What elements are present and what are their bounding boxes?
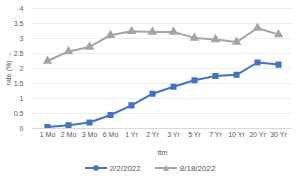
svg-text:5 Yr: 5 Yr (188, 131, 201, 138)
svg-text:1 Mo: 1 Mo (40, 131, 56, 138)
svg-text:3: 3 (20, 35, 24, 42)
svg-text:30 Yr: 30 Yr (270, 131, 287, 138)
svg-text:ttm: ttm (158, 149, 168, 156)
svg-text:0.5: 0.5 (14, 110, 24, 117)
svg-text:2 Yr: 2 Yr (146, 131, 159, 138)
html-text:8/18/2022: 8/18/2022 (179, 163, 216, 173)
svg-text:10 Yr: 10 Yr (228, 131, 245, 138)
svg-text:rate (%) →: rate (%) → (5, 52, 13, 86)
svg-text:0: 0 (20, 125, 24, 132)
svg-text:1: 1 (20, 95, 24, 102)
svg-text:20 Yr: 20 Yr (249, 131, 266, 138)
svg-text:1.5: 1.5 (14, 80, 24, 87)
svg-text:2 Mo: 2 Mo (61, 131, 77, 138)
svg-text:3.5: 3.5 (14, 20, 24, 27)
svg-text:6 Mo: 6 Mo (103, 131, 119, 138)
svg-text:2.5: 2.5 (14, 50, 24, 57)
svg-text:4: 4 (20, 5, 24, 12)
html-text:2/2/2022: 2/2/2022 (109, 163, 141, 173)
svg-text:1 Yr: 1 Yr (125, 131, 138, 138)
svg-text:2: 2 (20, 65, 24, 72)
svg-text:7 Yr: 7 Yr (209, 131, 222, 138)
svg-text:3 Yr: 3 Yr (167, 131, 180, 138)
svg-text:3 Mo: 3 Mo (82, 131, 98, 138)
